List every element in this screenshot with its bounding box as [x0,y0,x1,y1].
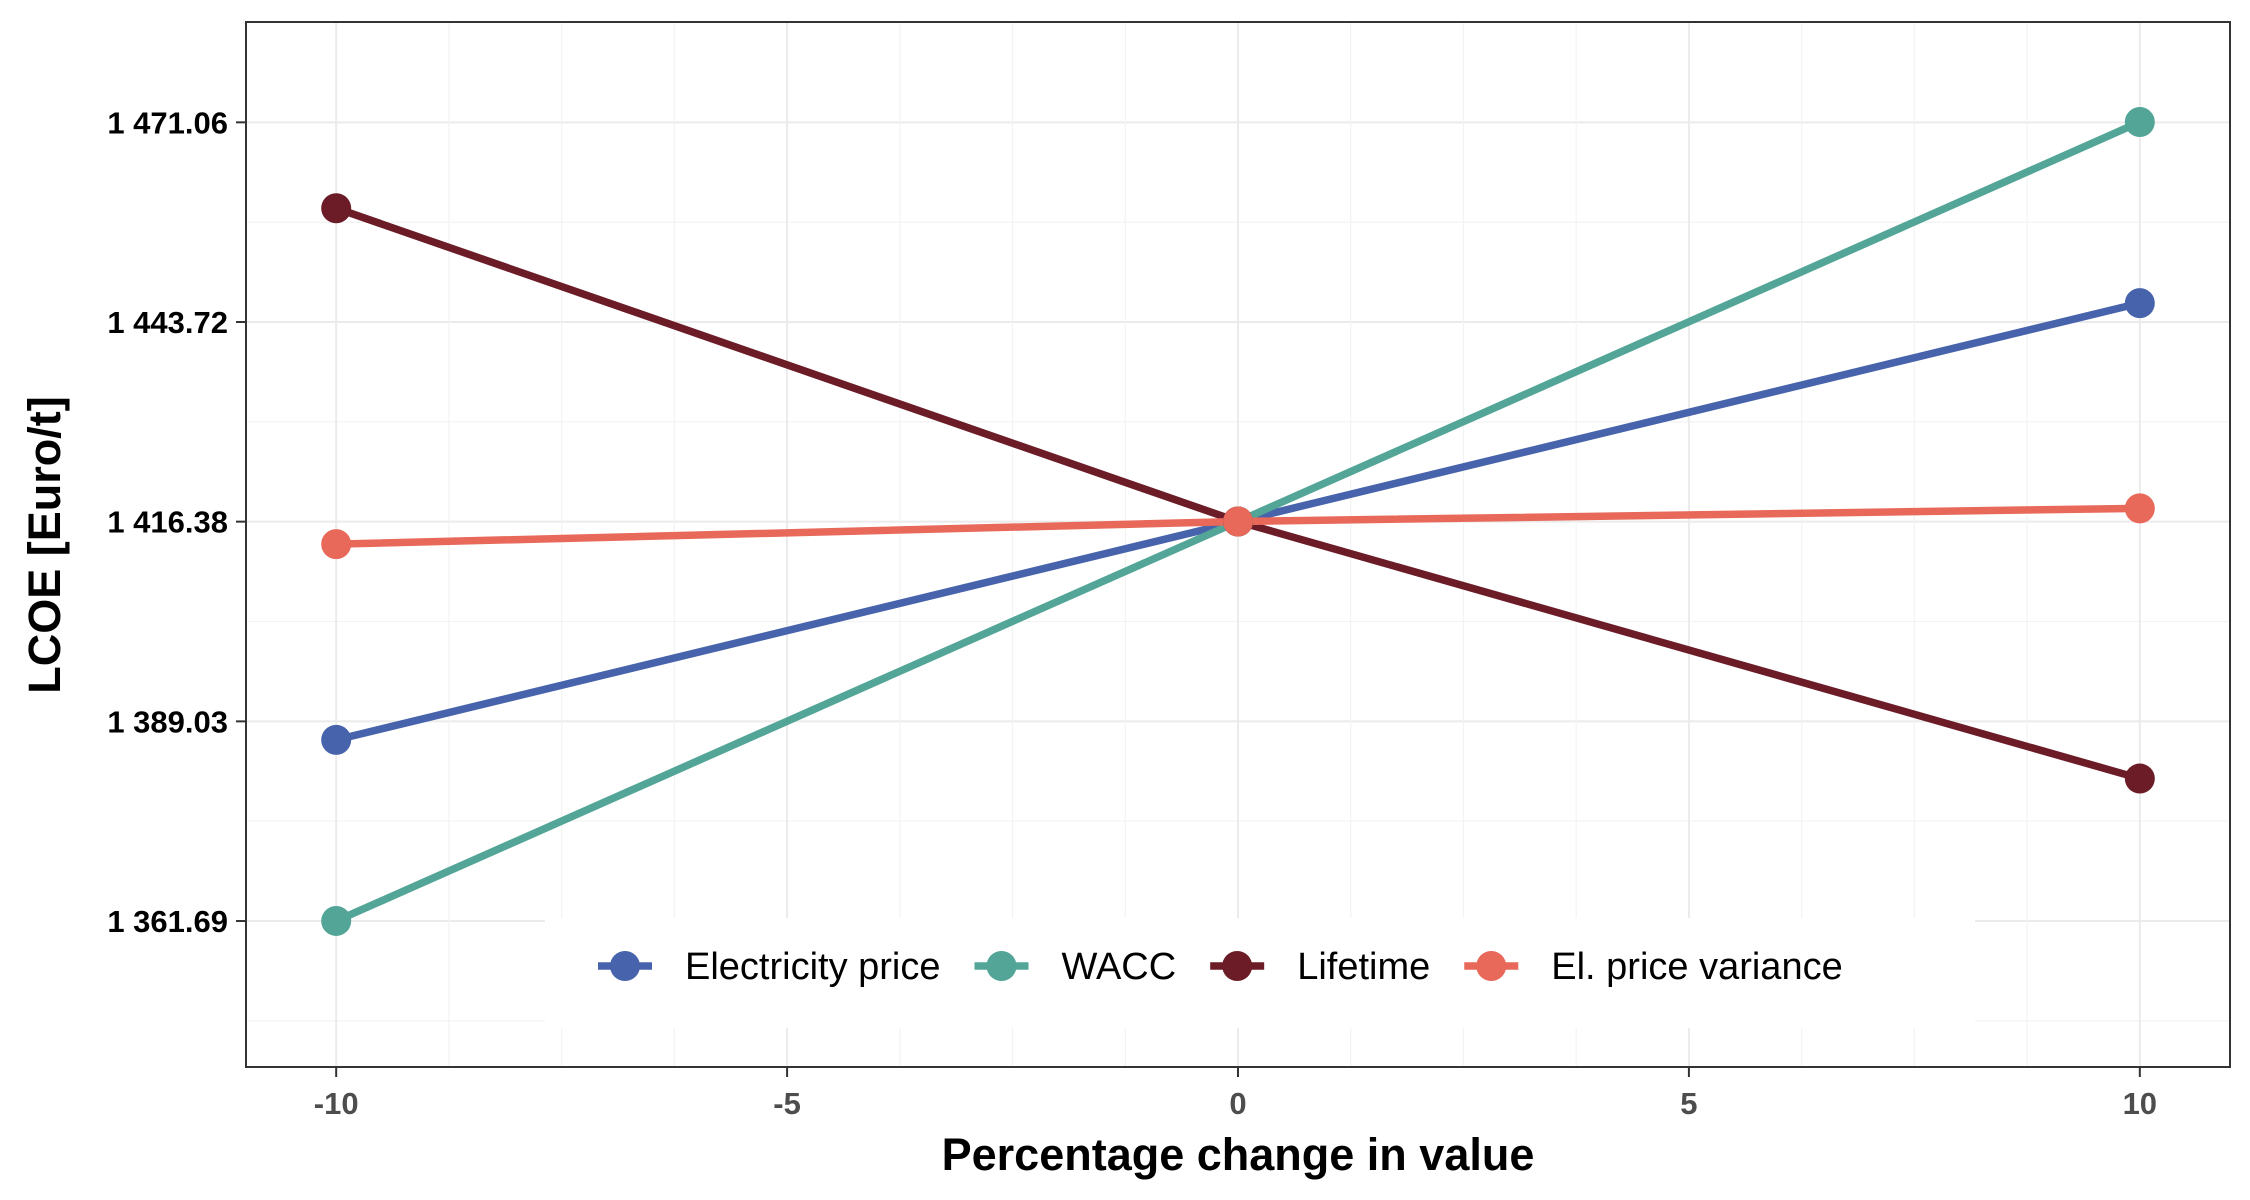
legend-label-0: Electricity price [685,946,941,988]
legend-key-point-1 [986,951,1017,981]
x-tick-label: 5 [1680,1086,1697,1121]
x-tick-label: -10 [314,1086,359,1121]
legend-label-2: Lifetime [1297,946,1430,988]
data-point-1-2 [2124,107,2155,138]
axes: 1 361.69 1 389.03 1 416.38 1 443.72 1 471.06… [107,105,2157,1121]
legend-key-point-2 [1222,951,1253,981]
y-tick-label: 1 361.69 [107,904,228,939]
data-point-2-2 [2124,763,2155,794]
data-point-1-0 [321,905,352,936]
legend-label-3: El. price variance [1551,946,1842,988]
data-point-0-0 [321,724,352,755]
legend-background [545,918,1975,1028]
data-point-0-2 [2124,288,2155,319]
data-point-3-0 [321,529,352,560]
y-tick-label: 1 389.03 [107,704,228,739]
x-tick-label: 0 [1229,1086,1246,1121]
legend-key-point-3 [1476,951,1507,981]
legend: Electricity price WACC Lifetime El. price v… [598,946,1843,988]
y-tick-label: 1 416.38 [107,505,228,540]
data-point-2-0 [321,193,352,224]
grid-lines [246,21,2230,1067]
data-point-3-1 [1223,506,1253,537]
y-tick-label: 1 443.72 [107,305,228,340]
x-tick-label: 10 [2123,1086,2157,1121]
legend-label-1: WACC [1062,946,1177,988]
series-points [321,107,2155,936]
data-point-3-2 [2124,493,2155,524]
x-tick-label: -5 [773,1086,801,1121]
y-axis-title: LCOE [Euro/t] [19,396,70,693]
x-axis-title: Percentage change in value [942,1129,1535,1180]
y-tick-label: 1 471.06 [107,105,228,140]
legend-key-point-0 [610,951,640,981]
